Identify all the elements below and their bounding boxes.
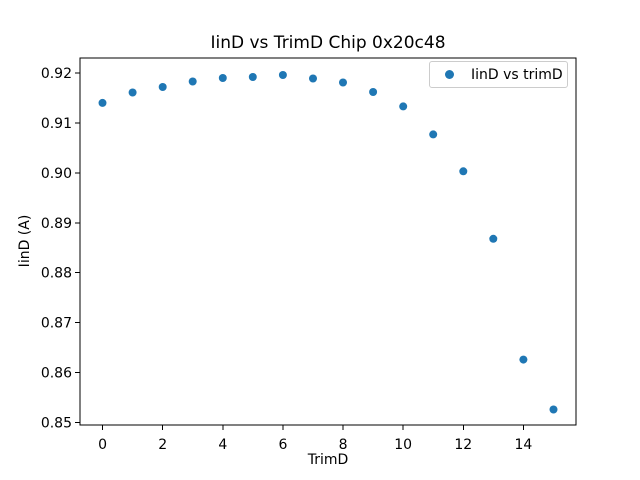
x-tick-label: 2 bbox=[158, 437, 167, 453]
x-tick-label: 4 bbox=[218, 437, 227, 453]
data-point bbox=[399, 102, 408, 111]
x-tick-label: 10 bbox=[394, 437, 412, 453]
y-axis-label: IinD (A) bbox=[17, 215, 33, 268]
data-point bbox=[188, 77, 197, 86]
data-point bbox=[218, 74, 227, 82]
x-tick-label: 0 bbox=[98, 437, 107, 453]
x-axis-ticks: 0 2 4 6 8 10 12 14 bbox=[98, 425, 532, 453]
data-point bbox=[248, 73, 257, 81]
legend: IinD vs trimD bbox=[429, 61, 568, 88]
data-point bbox=[429, 130, 438, 139]
data-point bbox=[98, 98, 107, 107]
y-tick-label: 0.86 bbox=[41, 366, 72, 382]
y-tick-label: 0.85 bbox=[41, 416, 72, 432]
legend-label: IinD vs trimD bbox=[471, 66, 563, 83]
data-point bbox=[339, 78, 347, 87]
data-point bbox=[158, 83, 167, 91]
data-point bbox=[128, 88, 137, 97]
scatter-series bbox=[98, 71, 558, 414]
chart-title: IinD vs TrimD Chip 0x20c48 bbox=[210, 33, 445, 53]
plot-area bbox=[79, 57, 577, 426]
data-point bbox=[519, 355, 528, 364]
legend-marker-icon bbox=[445, 70, 454, 79]
y-tick-label: 0.89 bbox=[41, 216, 72, 232]
y-tick-label: 0.90 bbox=[41, 166, 72, 182]
y-tick-label: 0.91 bbox=[41, 116, 72, 132]
x-tick-label: 14 bbox=[514, 437, 532, 453]
data-point bbox=[459, 167, 468, 176]
data-point bbox=[278, 71, 287, 79]
x-axis-label: TrimD bbox=[307, 452, 349, 468]
y-tick-label: 0.88 bbox=[41, 266, 72, 282]
y-axis-ticks: 0.85 0.86 0.87 0.88 0.89 0.90 0.91 0.92 bbox=[41, 66, 80, 432]
y-tick-label: 0.87 bbox=[41, 316, 72, 332]
y-tick-label: 0.92 bbox=[41, 66, 72, 82]
data-point bbox=[549, 405, 558, 414]
data-point bbox=[369, 88, 378, 96]
x-tick-label: 6 bbox=[278, 437, 287, 453]
data-point bbox=[309, 74, 317, 83]
x-tick-label: 12 bbox=[454, 437, 472, 453]
data-point bbox=[489, 234, 498, 243]
x-tick-label: 8 bbox=[339, 437, 348, 453]
